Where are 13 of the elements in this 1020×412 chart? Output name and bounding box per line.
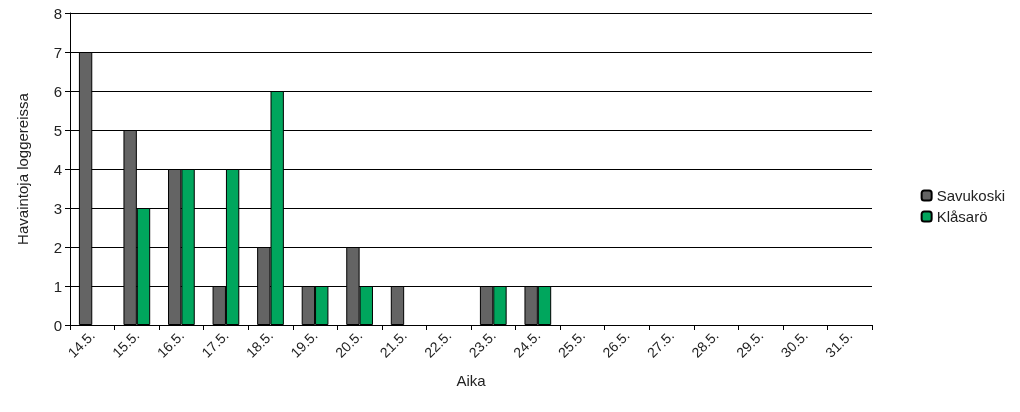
y-tick-label: 8 [53, 4, 62, 22]
legend-label: Klåsarö [936, 208, 988, 225]
y-tick-label: 1 [53, 277, 62, 295]
y-tick-label: 4 [53, 160, 62, 178]
legend-label: Savukoski [936, 187, 1006, 204]
y-tick-label: 7 [53, 43, 62, 61]
y-tick-label: 3 [53, 199, 62, 217]
y-tick-label: 0 [53, 316, 62, 334]
y-tick-label: 6 [53, 82, 62, 100]
y-tick-label: 2 [53, 238, 62, 256]
y-tick-label: 5 [53, 121, 62, 139]
x-axis-title: Aika [456, 372, 487, 389]
y-axis-title: Havaintoja loggereissa [14, 92, 31, 245]
